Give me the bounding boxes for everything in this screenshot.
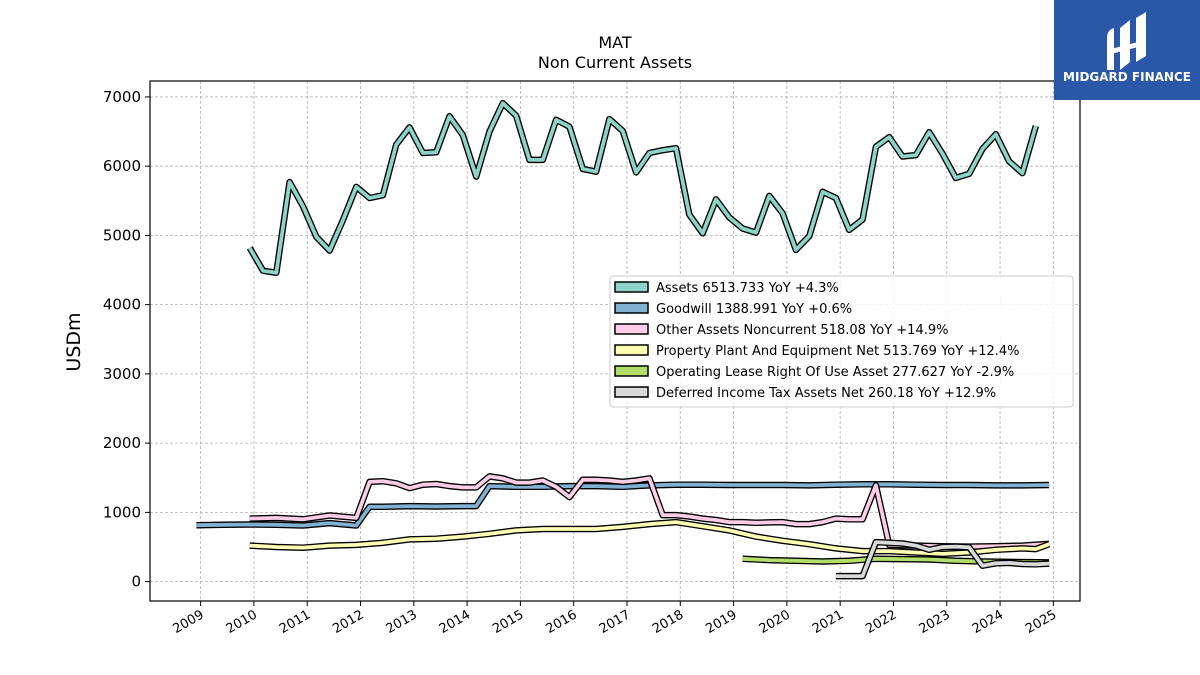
x-tick-label: 2011 <box>277 607 313 637</box>
x-tick-label: 2017 <box>597 607 633 637</box>
logo-stroke-right <box>1136 12 1146 62</box>
legend-entry: Goodwill 1388.991 YoY +0.6% <box>656 302 852 317</box>
x-tick-label: 2009 <box>170 607 206 637</box>
logo-stroke-middle <box>1120 20 1130 70</box>
legend-entry: Deferred Income Tax Assets Net 260.18 Yo… <box>656 386 996 401</box>
y-tick-label: 4000 <box>103 296 141 314</box>
logo-crossbar <box>1107 40 1146 55</box>
y-tick-label: 1000 <box>103 503 141 521</box>
series-line-outline <box>246 99 1039 277</box>
x-tick-label: 2019 <box>703 607 739 637</box>
chart-subtitle: Non Current Assets <box>538 53 692 72</box>
series-operating-lease-right-of-use-asset <box>742 555 1050 566</box>
y-tick-label: 5000 <box>103 226 141 244</box>
series-line <box>249 474 1050 549</box>
y-tick-label: 3000 <box>103 365 141 383</box>
x-tick-label: 2018 <box>650 607 686 637</box>
midgard-logo-icon <box>1107 12 1146 70</box>
legend-box <box>609 275 1074 408</box>
x-tick-label: 2023 <box>917 607 953 637</box>
chart-title: MAT <box>598 33 632 52</box>
legend-entry: Property Plant And Equipment Net 513.769… <box>656 344 1020 359</box>
brand-logo: MIDGARD FINANCE <box>1054 0 1200 100</box>
legend-swatch <box>614 386 649 398</box>
legend-swatch <box>614 302 649 314</box>
series-lines <box>196 99 1051 580</box>
x-tick-label: 2015 <box>490 607 526 637</box>
legend: Assets 6513.733 YoY +4.3% Goodwill 1388.9… <box>609 275 1074 408</box>
series-goodwill <box>196 481 1050 529</box>
x-tick-label: 2022 <box>863 607 899 637</box>
logo-stroke-left <box>1107 28 1114 70</box>
x-tick-label: 2010 <box>224 607 260 637</box>
x-tick-label: 2013 <box>384 607 420 637</box>
x-tick-label: 2024 <box>970 607 1006 637</box>
series-property-plant-and-equipment-net <box>249 518 1051 558</box>
x-tick-label: 2021 <box>810 607 846 637</box>
y-tick-label: 0 <box>131 573 141 591</box>
series-line <box>742 556 1050 565</box>
x-tick-label: 2025 <box>1023 607 1059 637</box>
series-other-assets-noncurrent <box>249 473 1050 550</box>
series-line <box>196 482 1050 528</box>
legend-entry: Other Assets Noncurrent 518.08 YoY +14.9… <box>656 323 948 338</box>
series-line <box>249 520 1050 556</box>
y-axis-label: USDm <box>63 312 85 371</box>
series-line <box>248 101 1038 275</box>
plot-frame <box>149 80 1081 602</box>
legend-entry: Operating Lease Right Of Use Asset 277.6… <box>656 365 1014 380</box>
x-tick-label: 2014 <box>437 607 473 637</box>
legend-entry: Assets 6513.733 YoY +4.3% <box>656 281 839 296</box>
legend-swatch <box>614 344 649 356</box>
logo-text: MIDGARD FINANCE <box>1063 70 1191 84</box>
x-tick-label: 2016 <box>544 607 580 637</box>
y-tick-label: 7000 <box>103 88 141 106</box>
series-assets <box>246 99 1039 277</box>
legend-swatch <box>614 365 649 377</box>
x-tick-label: 2020 <box>757 607 793 637</box>
legend-swatch <box>614 323 649 335</box>
series-line <box>835 540 1050 578</box>
x-tick-label: 2012 <box>330 607 366 637</box>
y-tick-label: 6000 <box>103 157 141 175</box>
y-tick-label: 2000 <box>103 434 141 452</box>
legend-swatch <box>614 281 649 293</box>
series-deferred-income-tax-assets-net <box>835 538 1050 580</box>
